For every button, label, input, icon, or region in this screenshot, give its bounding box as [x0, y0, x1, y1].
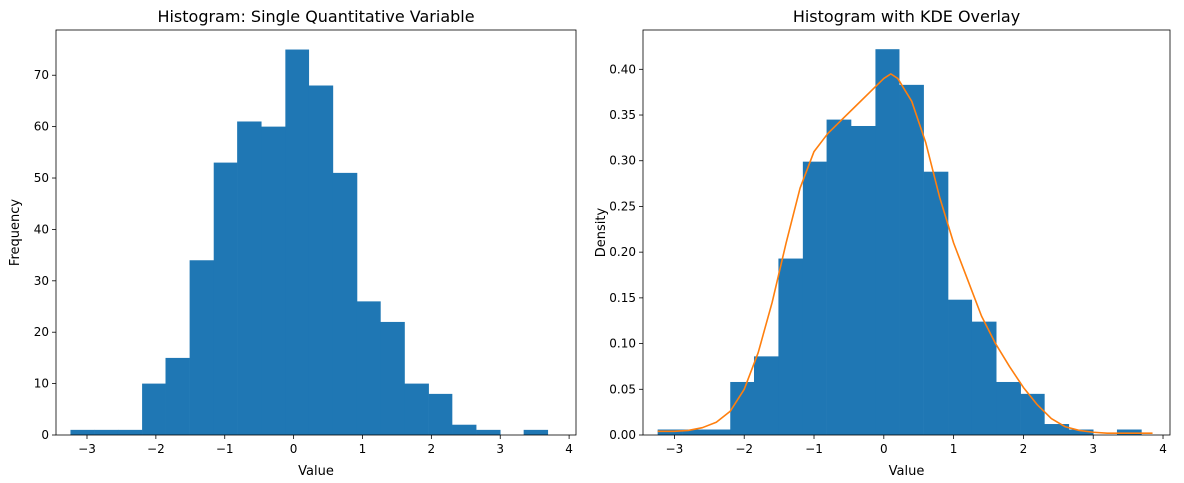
y-tick-label: 30: [34, 274, 49, 288]
histogram-bar: [308, 85, 334, 435]
histogram-bar: [237, 121, 262, 435]
y-axis-label: Frequency: [8, 199, 23, 266]
histogram-bar: [70, 429, 95, 435]
x-tick-label: 4: [565, 442, 573, 456]
y-tick-label: 0.30: [609, 154, 636, 168]
x-tick-label: 2: [428, 442, 436, 456]
histogram-bar: [261, 126, 286, 436]
y-tick-label: 40: [34, 222, 49, 236]
y-tick-label: 20: [34, 325, 49, 339]
x-tick-label: 2: [1020, 442, 1028, 456]
histogram-bar: [778, 258, 804, 435]
x-tick-label: 3: [1089, 442, 1097, 456]
y-tick-label: 0.15: [609, 291, 636, 305]
histogram-kde-panel: −3 −2 −1 0 1 2 3 4 0.00 0.05 0.10 0.15 0.20 0.25 0.30 0…: [594, 7, 1171, 479]
y-tick-label: 0.40: [609, 62, 636, 76]
histogram-bar: [1044, 424, 1070, 435]
histogram-bar: [523, 429, 549, 435]
y-tick-label: 0.25: [609, 199, 636, 213]
y-tick-label: 0.35: [609, 108, 636, 122]
histogram-bar: [971, 321, 997, 435]
histogram-bar: [899, 84, 924, 435]
histogram-bar: [1116, 429, 1142, 435]
x-tick-label: 0: [290, 442, 298, 456]
histogram-bar: [657, 429, 683, 435]
chart-title: Histogram: Single Quantitative Variable: [157, 7, 474, 26]
x-tick-label: −1: [805, 442, 823, 456]
x-axis-label: Value: [298, 464, 334, 479]
histogram-bar: [165, 357, 190, 435]
histogram-bar: [428, 393, 453, 435]
x-tick-label: 3: [496, 442, 504, 456]
x-tick-label: −2: [735, 442, 753, 456]
kde-line: [657, 73, 1153, 434]
y-tick-label: 60: [34, 120, 49, 134]
x-axis-label: Value: [889, 464, 925, 479]
histogram-bar: [996, 381, 1021, 435]
histogram-bar: [380, 321, 405, 435]
histogram-bar: [404, 383, 429, 435]
histogram-bar: [875, 49, 900, 436]
x-tick-label: −3: [666, 442, 684, 456]
x-tick-label: 1: [950, 442, 958, 456]
histogram-bar: [94, 429, 119, 435]
histogram-bar: [705, 429, 731, 435]
x-tick-label: 0: [880, 442, 888, 456]
histogram-bar: [802, 161, 827, 435]
histogram-bar: [1020, 393, 1045, 435]
y-axis-label: Density: [594, 207, 609, 257]
histogram-bar: [826, 119, 852, 435]
histogram-bar: [356, 301, 381, 435]
y-tick-label: 10: [34, 377, 49, 391]
histogram-bar: [452, 424, 477, 435]
histogram-bar: [730, 381, 755, 435]
histogram-bar: [1068, 429, 1094, 435]
histogram-bar: [142, 383, 166, 435]
histogram-bar: [923, 171, 949, 435]
y-tick-label: 0.10: [609, 337, 636, 351]
histogram-bar: [476, 429, 501, 435]
plot-frame: [642, 29, 1171, 436]
y-tick-label: 70: [34, 68, 49, 82]
x-tick-label: −2: [147, 442, 165, 456]
plot-frame: [55, 29, 577, 436]
y-tick-label: 0.05: [609, 382, 636, 396]
histogram-bar: [213, 162, 238, 436]
histogram-bar: [117, 429, 143, 435]
y-tick-label: 0.20: [609, 245, 636, 259]
x-tick-label: 4: [1159, 442, 1167, 456]
x-tick-label: −3: [78, 442, 96, 456]
histogram-bar: [285, 49, 310, 435]
histogram-bar: [753, 356, 779, 435]
histogram-bar: [332, 172, 358, 435]
y-tick-label: 50: [34, 171, 49, 185]
histogram-bar: [851, 125, 876, 435]
chart-title: Histogram with KDE Overlay: [793, 7, 1020, 26]
histogram-bar: [948, 299, 973, 435]
x-tick-label: 1: [359, 442, 367, 456]
histogram-bar: [682, 429, 707, 435]
y-tick-label: 0.00: [609, 428, 636, 442]
histogram-bar: [189, 260, 215, 435]
x-tick-label: −1: [216, 442, 234, 456]
y-tick-label: 0: [41, 428, 49, 442]
